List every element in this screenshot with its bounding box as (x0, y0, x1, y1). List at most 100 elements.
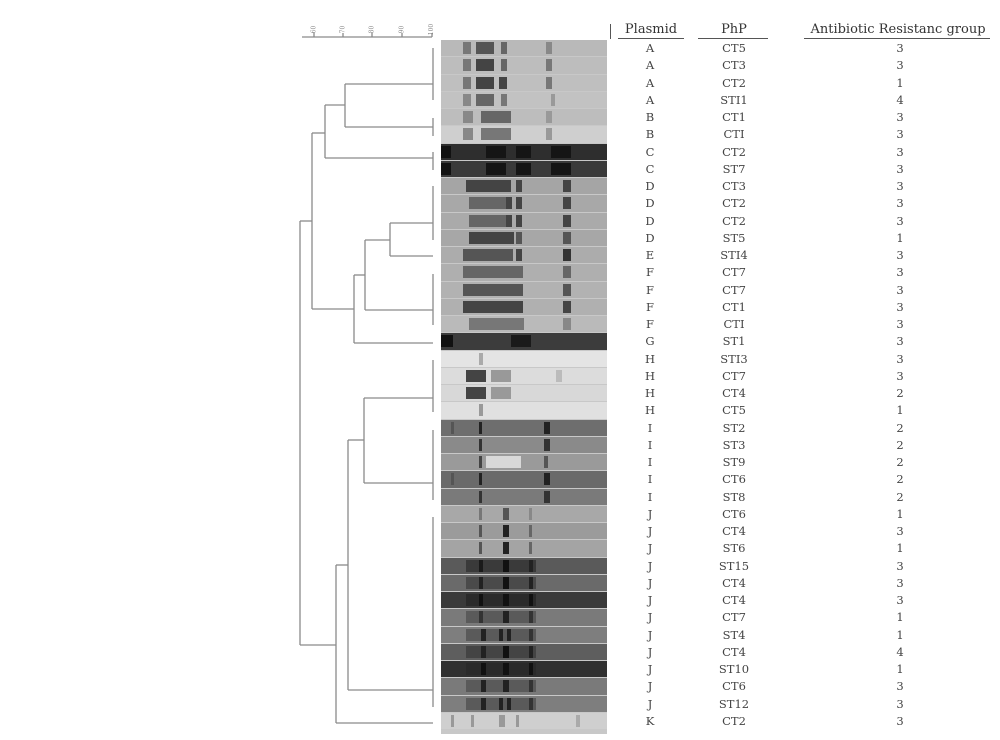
gel-lane (441, 695, 607, 712)
gel-band (491, 387, 511, 399)
php-cell: ST9 (722, 455, 746, 469)
gel-band (529, 680, 533, 693)
scale-tick-label: 100 (428, 23, 436, 36)
gel-band (544, 456, 548, 468)
gel-band (451, 473, 454, 486)
gel-lane (441, 74, 607, 91)
resistance-group-cell: 3 (896, 317, 904, 331)
resistance-group-cell: 2 (896, 472, 904, 487)
resistance-group-cell: 1 (896, 75, 904, 90)
gel-band (491, 369, 511, 382)
gel-lane (441, 316, 607, 333)
gel-band (481, 663, 486, 675)
plasmid-cell: F (646, 317, 654, 331)
gel-band (503, 525, 509, 537)
gel-band (481, 680, 486, 693)
resistance-group-cell: 3 (896, 127, 904, 142)
gel-lane (441, 454, 607, 471)
gel-band (507, 697, 511, 710)
resistance-group-cell: 3 (896, 713, 904, 728)
plasmid-cell: J (647, 506, 653, 521)
plasmid-cell: J (647, 541, 653, 556)
plasmid-cell: I (647, 489, 653, 504)
php-cell: ST10 (718, 662, 750, 676)
gel-band (479, 352, 483, 365)
php-cell: CT6 (722, 506, 746, 521)
plasmid-cell: E (645, 248, 655, 262)
gel-band (479, 456, 482, 468)
dendrogram (299, 33, 434, 724)
gel-lane (441, 505, 607, 523)
scale-tick-label: 90 (398, 25, 406, 34)
plasmid-cell: A (645, 58, 655, 73)
column-header-php: PhP (721, 22, 747, 37)
gel-band (516, 231, 522, 244)
gel-lane (441, 523, 607, 540)
php-cell: CT4 (722, 644, 746, 659)
gel-band (529, 697, 533, 710)
gel-lane (441, 712, 607, 730)
gel-lane (441, 402, 607, 419)
gel-lane (441, 574, 607, 592)
plasmid-cell: F (646, 265, 654, 280)
plasmid-cell: D (645, 230, 655, 245)
resistance-group-cell: 3 (896, 351, 904, 366)
php-cell: CT5 (722, 403, 746, 418)
plasmid-cell: J (647, 679, 653, 694)
resistance-group-cell: 2 (896, 386, 904, 400)
gel-band (576, 714, 580, 727)
gel-band (563, 266, 571, 279)
gel-band (529, 525, 532, 537)
column-header-plasmid: Plasmid (624, 22, 678, 37)
gel-lane (441, 178, 607, 195)
gel-band (501, 93, 507, 106)
gel-lane (441, 229, 607, 247)
gel-band (503, 680, 509, 693)
gel-band (463, 111, 473, 123)
gel-band (516, 162, 531, 175)
header-underline (804, 38, 990, 39)
resistance-group-cell: 1 (896, 610, 904, 625)
php-cell: ST2 (722, 420, 746, 435)
gel-band (451, 714, 454, 727)
plasmid-cell: J (647, 627, 653, 642)
php-cell: CT7 (722, 368, 746, 383)
gel-band (563, 214, 571, 227)
gel-band (516, 714, 519, 727)
gel-band (466, 180, 511, 192)
php-cell: CT7 (722, 610, 746, 625)
plasmid-cell: I (647, 437, 653, 452)
plasmid-cell: J (647, 610, 653, 625)
gel-lane (441, 40, 607, 57)
gel-band (546, 59, 552, 72)
gel-band (503, 507, 509, 520)
gel-band (529, 645, 533, 658)
resistance-group-cell: 3 (896, 558, 904, 573)
php-cell: CT5 (722, 41, 746, 55)
gel-band (546, 111, 552, 123)
gel-band (466, 369, 486, 382)
plasmid-cell: A (645, 92, 655, 107)
gel-lane (441, 385, 607, 402)
column-header-resistance: Antibiotic Resistanc group (810, 22, 986, 37)
gel-band (463, 249, 513, 261)
resistance-group-cell: 1 (896, 662, 904, 676)
gel-lane (441, 419, 607, 436)
gel-lane (441, 471, 607, 488)
gel-band (503, 542, 509, 555)
php-cell: CT7 (722, 265, 746, 280)
resistance-group-cell: 4 (896, 644, 904, 659)
plasmid-cell: A (645, 75, 655, 90)
gel-band (529, 594, 533, 606)
gel-band (469, 318, 524, 330)
gel-band (529, 507, 532, 520)
resistance-group-cell: 3 (896, 110, 904, 124)
resistance-group-cell: 1 (896, 506, 904, 521)
gel-band (563, 180, 571, 192)
gel-lane (441, 57, 607, 74)
php-cell: ST5 (722, 230, 746, 245)
gel-band (503, 663, 509, 675)
gel-band (469, 214, 509, 227)
resistance-group-cell: 4 (896, 92, 904, 107)
plasmid-cell: I (647, 455, 653, 469)
